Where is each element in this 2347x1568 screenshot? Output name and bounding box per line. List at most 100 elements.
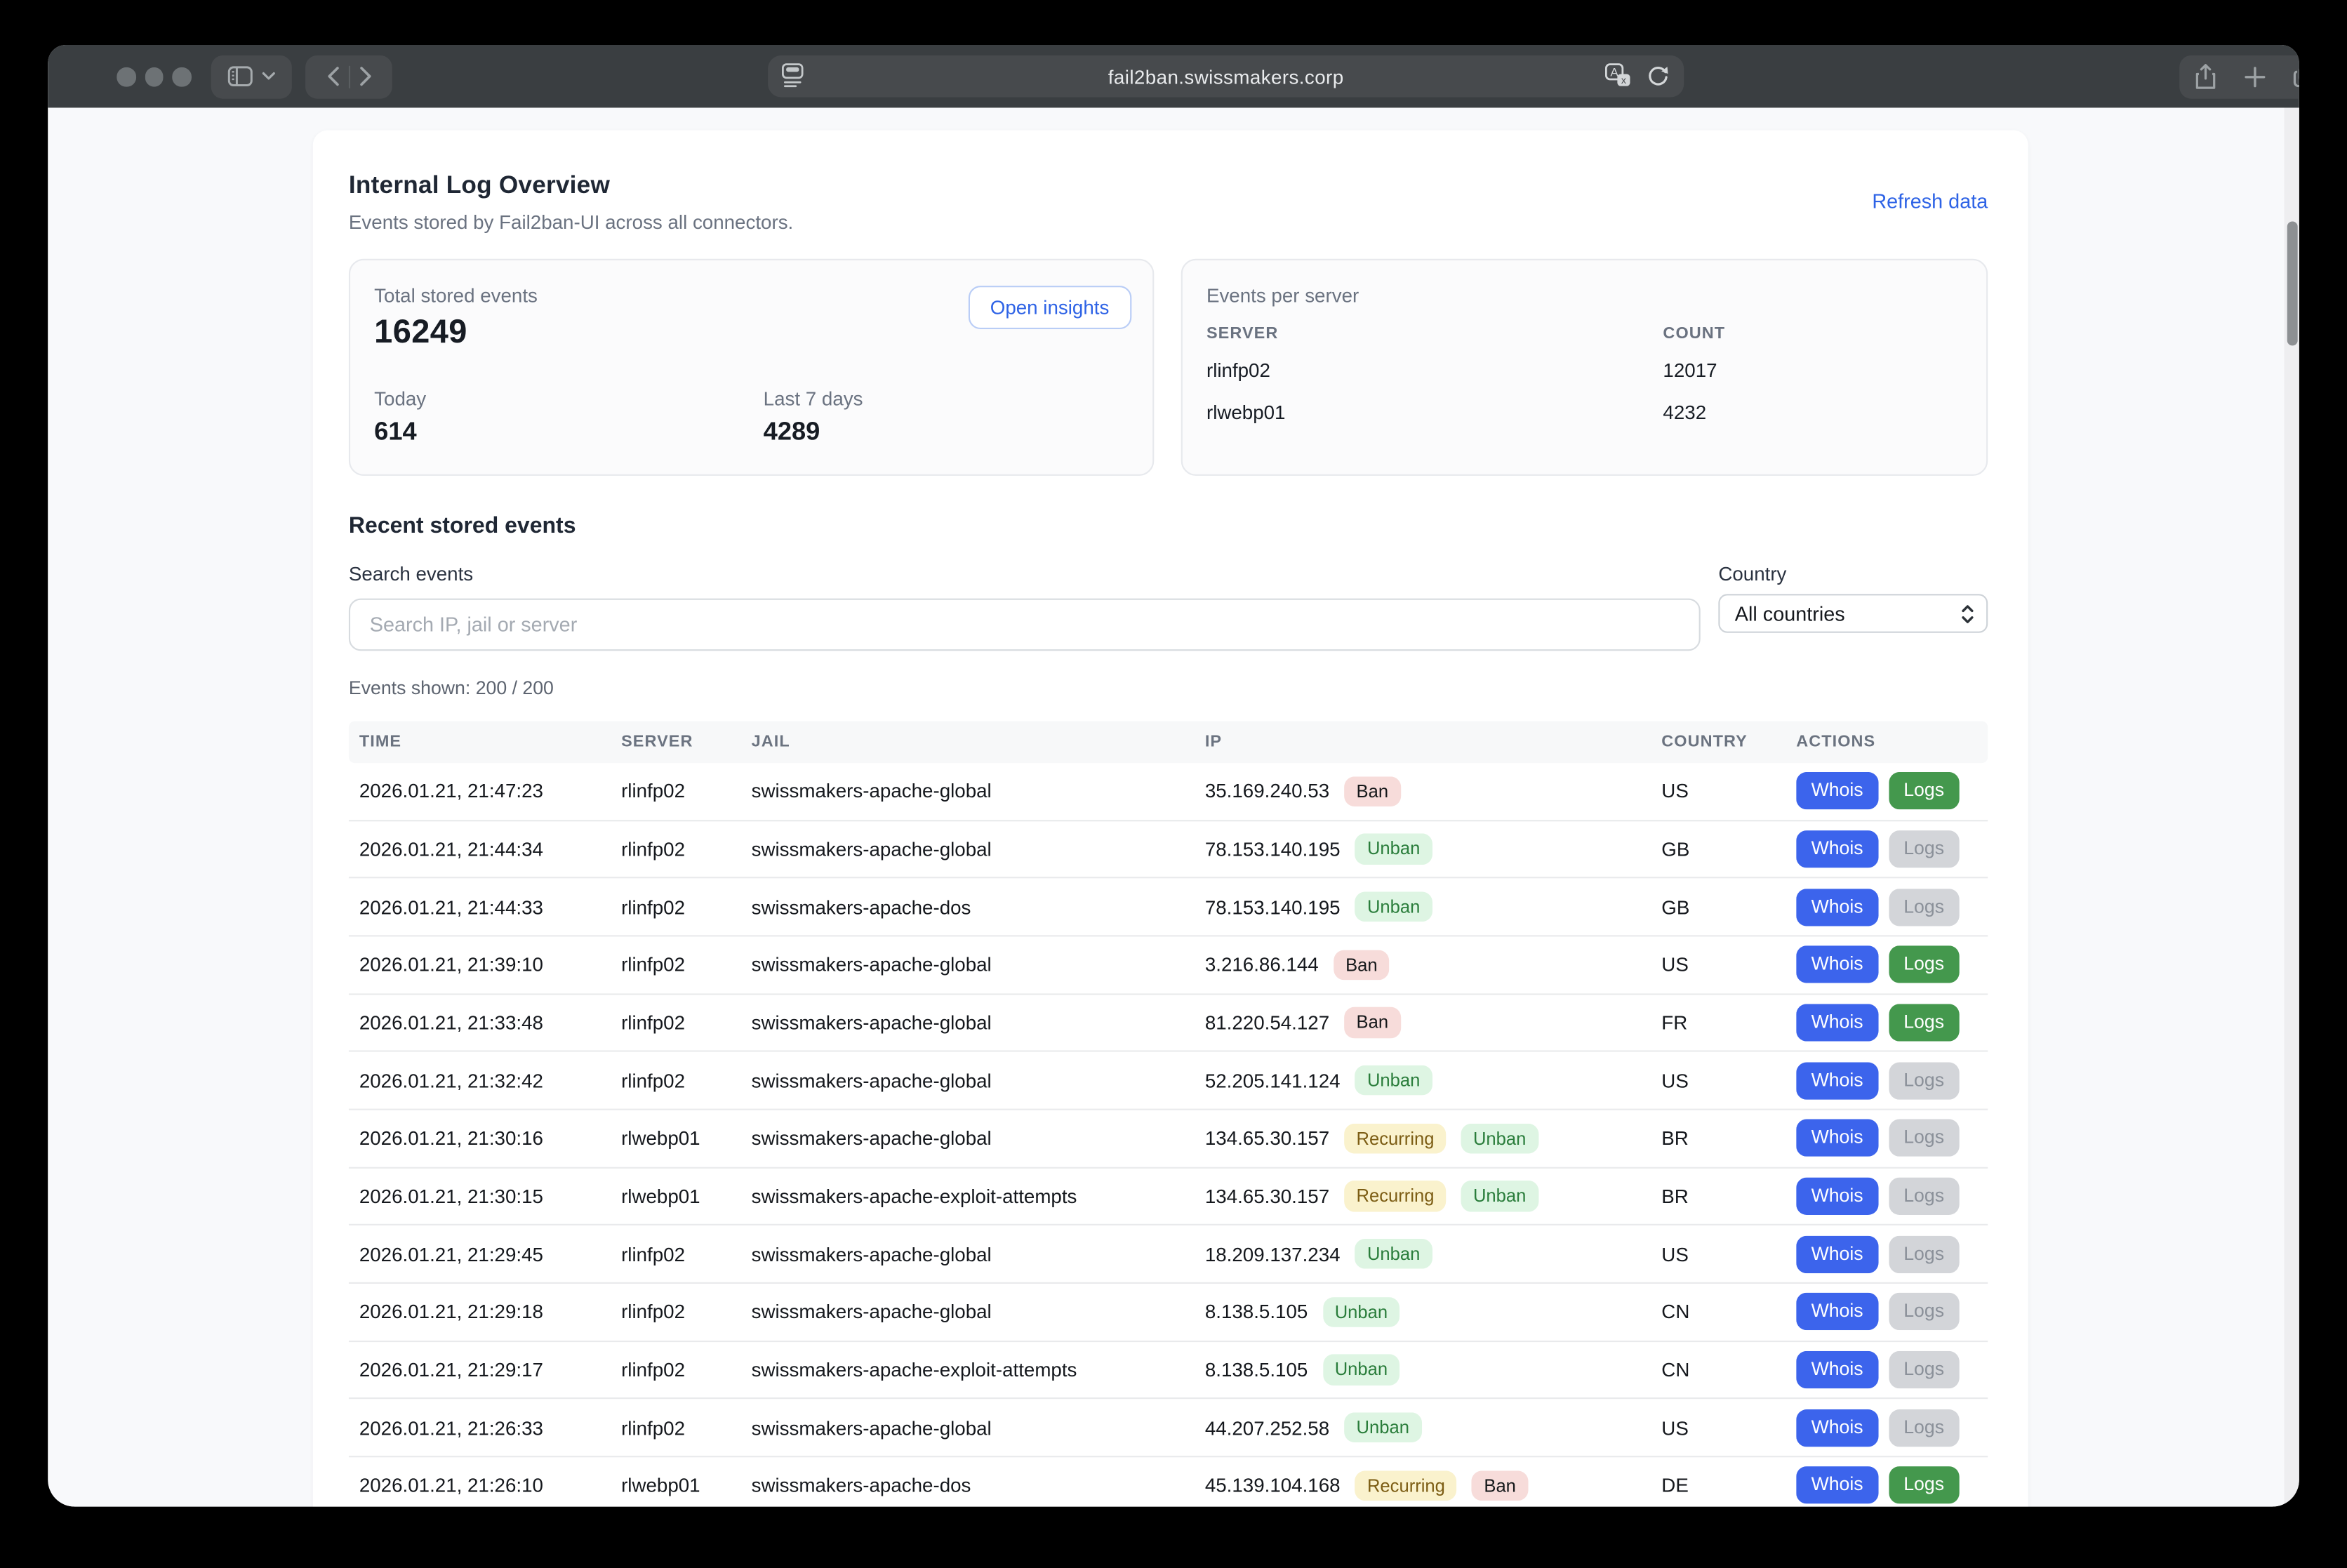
share-icon[interactable] <box>2193 63 2216 90</box>
logs-button[interactable]: Logs <box>1889 1004 1959 1041</box>
scrollbar-thumb[interactable] <box>2287 221 2298 345</box>
table-row: 2026.01.21, 21:29:45 rlinfp02 swissmaker… <box>349 1225 1988 1283</box>
cell-ip: 8.138.5.105Unban <box>1205 1296 1661 1327</box>
cell-jail: swissmakers-apache-global <box>752 1011 1205 1034</box>
whois-button[interactable]: Whois <box>1796 1004 1878 1041</box>
cell-server: rlinfp02 <box>621 1301 752 1323</box>
page-icon[interactable] <box>781 63 804 88</box>
refresh-data-link[interactable]: Refresh data <box>1872 190 1988 213</box>
cell-ip: 8.138.5.105Unban <box>1205 1355 1661 1385</box>
main-card: Internal Log Overview Events stored by F… <box>313 130 2028 1506</box>
whois-button[interactable]: Whois <box>1796 946 1878 983</box>
events-table: TIME SERVER JAIL IP COUNTRY ACTIONS 2026… <box>349 721 1988 1506</box>
events-table-header: TIME SERVER JAIL IP COUNTRY ACTIONS <box>349 721 1988 763</box>
ip-text: 3.216.86.144 <box>1205 953 1319 976</box>
cell-country: CN <box>1661 1358 1796 1381</box>
close-window-icon[interactable] <box>117 67 135 86</box>
whois-button[interactable]: Whois <box>1796 773 1878 810</box>
logs-button[interactable]: Logs <box>1889 830 1959 868</box>
whois-button[interactable]: Whois <box>1796 1119 1878 1157</box>
cell-country: US <box>1661 780 1796 802</box>
cell-country: BR <box>1661 1185 1796 1207</box>
whois-button[interactable]: Whois <box>1796 1466 1878 1503</box>
whois-button[interactable]: Whois <box>1796 1293 1878 1330</box>
logs-button[interactable]: Logs <box>1889 1119 1959 1157</box>
cell-server: rlinfp02 <box>621 896 752 918</box>
cell-actions: Whois Logs <box>1796 1293 1988 1330</box>
logs-button[interactable]: Logs <box>1889 946 1959 983</box>
logs-button[interactable]: Logs <box>1889 1466 1959 1503</box>
cell-country: US <box>1661 1069 1796 1091</box>
country-label: Country <box>1718 563 1988 585</box>
cell-country: FR <box>1661 1011 1796 1034</box>
badge-unban: Unban <box>1461 1181 1538 1211</box>
address-bar[interactable]: fail2ban.swissmakers.corp Ax <box>768 55 1684 98</box>
cell-country: US <box>1661 1416 1796 1439</box>
url-text: fail2ban.swissmakers.corp <box>768 65 1684 88</box>
forward-icon[interactable] <box>359 66 372 87</box>
logs-button[interactable]: Logs <box>1889 1177 1959 1214</box>
whois-button[interactable]: Whois <box>1796 888 1878 925</box>
cell-actions: Whois Logs <box>1796 1409 1988 1446</box>
cell-country: US <box>1661 954 1796 976</box>
whois-button[interactable]: Whois <box>1796 1177 1878 1214</box>
badge-ban: Ban <box>1334 950 1390 980</box>
cell-server: rlinfp02 <box>621 1069 752 1091</box>
logs-button[interactable]: Logs <box>1889 1409 1959 1446</box>
events-per-server-card: Events per server SERVER COUNT rlinfp02 … <box>1181 259 1988 476</box>
open-insights-button[interactable]: Open insights <box>968 286 1132 329</box>
cell-country: GB <box>1661 838 1796 861</box>
country-select-value: All countries <box>1735 602 1845 625</box>
traffic-lights[interactable] <box>117 67 191 86</box>
col-server: SERVER <box>621 733 752 752</box>
country-select[interactable]: All countries <box>1718 594 1988 632</box>
cell-actions: Whois Logs <box>1796 1119 1988 1157</box>
badge-recurring: Recurring <box>1355 1470 1457 1500</box>
ip-text: 8.138.5.105 <box>1205 1358 1308 1381</box>
ip-text: 45.139.104.168 <box>1205 1474 1341 1496</box>
minimize-window-icon[interactable] <box>145 67 164 86</box>
sidebar-toggle-button[interactable] <box>211 55 292 98</box>
cell-time: 2026.01.21, 21:47:23 <box>359 780 621 802</box>
page-content: Internal Log Overview Events stored by F… <box>48 107 2299 1506</box>
whois-button[interactable]: Whois <box>1796 830 1878 868</box>
badge-ban: Ban <box>1472 1470 1528 1500</box>
browser-window: fail2ban.swissmakers.corp Ax <box>48 45 2299 1507</box>
reload-icon[interactable] <box>1647 64 1669 88</box>
table-row: 2026.01.21, 21:26:33 rlinfp02 swissmaker… <box>349 1400 1988 1457</box>
scrollbar-track[interactable] <box>2285 107 2299 1506</box>
cell-jail: swissmakers-apache-dos <box>752 1474 1205 1496</box>
whois-button[interactable]: Whois <box>1796 1062 1878 1099</box>
logs-button[interactable]: Logs <box>1889 1293 1959 1330</box>
whois-button[interactable]: Whois <box>1796 1351 1878 1388</box>
new-tab-icon[interactable] <box>2243 65 2266 88</box>
back-icon[interactable] <box>326 66 339 87</box>
table-row: 2026.01.21, 21:39:10 rlinfp02 swissmaker… <box>349 936 1988 994</box>
logs-button[interactable]: Logs <box>1889 1351 1959 1388</box>
cell-jail: swissmakers-apache-global <box>752 1416 1205 1439</box>
whois-button[interactable]: Whois <box>1796 1235 1878 1273</box>
cell-server: rlinfp02 <box>621 1358 752 1381</box>
server-name: rlinfp02 <box>1206 349 1663 391</box>
cell-time: 2026.01.21, 21:30:16 <box>359 1127 621 1150</box>
whois-button[interactable]: Whois <box>1796 1409 1878 1446</box>
cell-country: US <box>1661 1243 1796 1265</box>
tab-overview-icon[interactable] <box>2292 65 2299 88</box>
cell-ip: 18.209.137.234Unban <box>1205 1239 1661 1269</box>
badge-recurring: Recurring <box>1344 1123 1446 1153</box>
cell-server: rlinfp02 <box>621 1416 752 1439</box>
search-input[interactable] <box>349 599 1701 651</box>
logs-button[interactable]: Logs <box>1889 1062 1959 1099</box>
logs-button[interactable]: Logs <box>1889 888 1959 925</box>
cell-country: DE <box>1661 1474 1796 1496</box>
zoom-window-icon[interactable] <box>172 67 191 86</box>
cell-server: rlinfp02 <box>621 954 752 976</box>
events-shown-text: Events shown: 200 / 200 <box>349 678 1988 699</box>
cell-actions: Whois Logs <box>1796 1177 1988 1214</box>
ip-text: 81.220.54.127 <box>1205 1011 1329 1034</box>
translate-icon[interactable]: Ax <box>1604 63 1631 88</box>
ip-text: 18.209.137.234 <box>1205 1243 1341 1265</box>
logs-button[interactable]: Logs <box>1889 1235 1959 1273</box>
logs-button[interactable]: Logs <box>1889 773 1959 810</box>
cell-ip: 78.153.140.195Unban <box>1205 834 1661 864</box>
